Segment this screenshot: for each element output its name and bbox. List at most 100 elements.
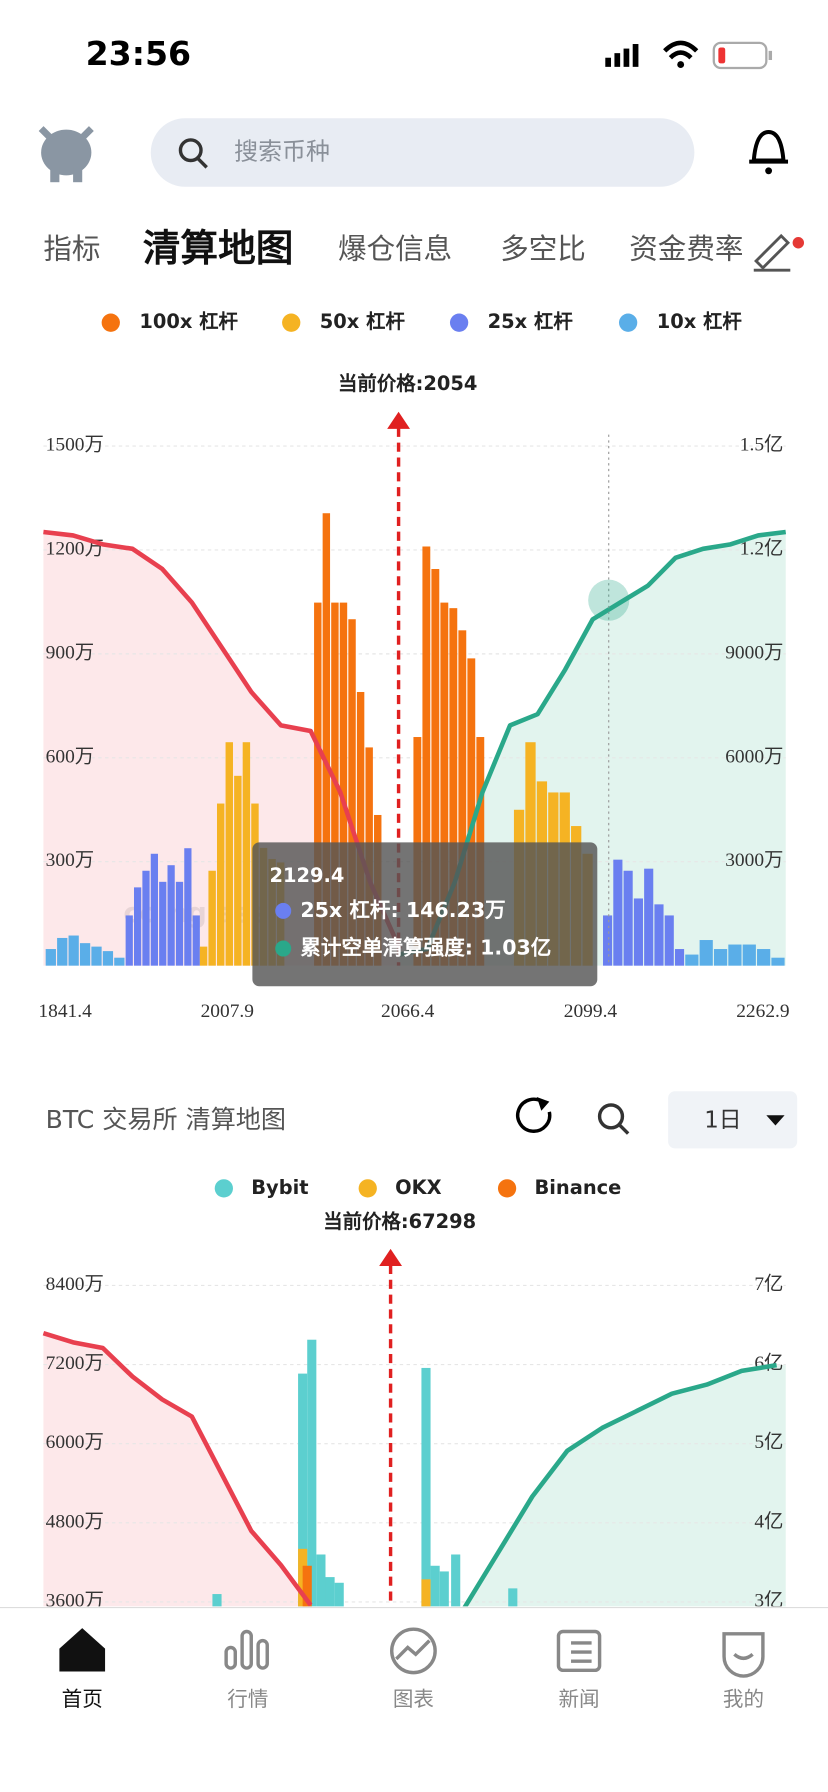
price-arrow [379, 1248, 403, 1267]
bar [613, 859, 623, 966]
bar [757, 949, 771, 966]
bar [334, 1582, 344, 1607]
current-price: 当前价格:67298 [323, 1210, 476, 1233]
bar [175, 881, 184, 966]
bar [449, 608, 458, 966]
bar [421, 1579, 431, 1607]
nav-icons [59, 1627, 765, 1678]
tab[interactable]: 多空比 [500, 232, 586, 266]
chart-2-plot: 3600万 4800万 6000万 7200万 8400万 3亿 4亿 5亿 6亿 7亿 [42, 1248, 786, 1611]
y2-tick-label: 9000万 [725, 642, 783, 663]
y-tick-label: 3600万 [46, 1590, 104, 1611]
bar [298, 1373, 308, 1607]
y2-tick-label: 6000万 [725, 746, 783, 767]
section-title: BTC 交易所 清算地图 [46, 1105, 286, 1134]
nav-label[interactable]: 图表 [393, 1687, 434, 1711]
chart-2: Bybit OKX Binance 当前价格:67298 3600万 4800万 6000万… [42, 1176, 786, 1611]
bar [142, 870, 150, 966]
bar [307, 1339, 317, 1607]
legend-marker [497, 1179, 517, 1198]
bar [314, 602, 322, 966]
bar [325, 1577, 335, 1607]
bar [57, 937, 68, 966]
search-icon [178, 138, 203, 163]
nav-label[interactable]: 行情 [227, 1687, 268, 1711]
tooltip-line: 累计空单清算强度: 1.03亿 [300, 936, 551, 960]
bar [431, 569, 440, 966]
y2-tick-label: 3亿 [754, 1589, 783, 1611]
bar [430, 1565, 440, 1607]
status-icons [605, 40, 773, 70]
y-tick-label: 1500万 [46, 434, 104, 455]
bar [134, 887, 142, 966]
bar [633, 898, 643, 966]
nav-bar [0, 1607, 828, 1792]
bar [322, 513, 331, 966]
nav-label[interactable]: 新闻 [558, 1687, 599, 1711]
bar [184, 848, 192, 966]
logo[interactable] [38, 126, 94, 183]
curve-line [43, 529, 402, 950]
bar [167, 865, 175, 966]
curve-area [43, 1333, 311, 1607]
bar [242, 742, 251, 966]
bar [439, 1571, 449, 1607]
status-time: 23:56 [86, 34, 191, 73]
bar [664, 915, 674, 966]
tooltip-marker [275, 902, 292, 919]
bar [208, 870, 216, 966]
period-dropdown[interactable] [668, 1091, 798, 1149]
x-tick-label: 1841.4 [38, 1001, 92, 1022]
y2-tick-label: 3000万 [725, 850, 783, 871]
bar [508, 1588, 518, 1607]
bar [212, 1594, 222, 1607]
y2-tick-label: 1.2亿 [740, 537, 784, 559]
bar [713, 949, 728, 966]
tab[interactable]: 清算地图 [143, 226, 294, 270]
bell-icon[interactable] [749, 129, 789, 175]
curve-line [462, 1362, 777, 1607]
bar [150, 853, 158, 966]
period-label: 1日 [704, 1107, 741, 1133]
legend-label: 25x 杠杆 [488, 310, 574, 333]
y-tick-label: 1200万 [46, 538, 104, 559]
bar [45, 949, 56, 966]
tab[interactable]: 资金费率 [629, 232, 743, 266]
bar [302, 1565, 312, 1607]
tooltip-title: 2129.4 [270, 864, 345, 887]
bar [159, 881, 167, 966]
search-icon-2[interactable] [597, 1103, 630, 1135]
y2-tick-label: 4亿 [754, 1510, 783, 1532]
search-box[interactable] [150, 118, 695, 187]
bar [102, 951, 114, 966]
bar [603, 915, 613, 966]
y-tick-label: 900万 [46, 642, 95, 663]
bar [644, 868, 654, 966]
bar [339, 602, 348, 966]
refresh-icon[interactable] [516, 1097, 552, 1133]
curve-line [42, 1331, 313, 1607]
bar [125, 915, 133, 966]
y2-tick-label: 5亿 [754, 1431, 783, 1453]
nav-label[interactable]: 首页 [62, 1687, 103, 1711]
bar [440, 602, 449, 966]
bar [674, 949, 685, 966]
y2-tick-label: 6亿 [754, 1352, 783, 1374]
legend-marker [449, 313, 469, 332]
y-tick-label: 600万 [46, 746, 95, 767]
legend-label: Bybit [251, 1176, 308, 1199]
bar [298, 1548, 308, 1607]
tab[interactable]: 指标 [43, 232, 100, 266]
bar [422, 546, 431, 966]
nav-label[interactable]: 我的 [723, 1687, 764, 1711]
bar [348, 619, 356, 966]
bar [192, 915, 200, 966]
edit-icon[interactable] [753, 233, 805, 272]
bar [199, 946, 208, 966]
tab-bar: 指标 清算地图 爆仓信息 多空比 资金费率 [43, 226, 743, 270]
legend-marker [214, 1179, 233, 1198]
tab[interactable]: 爆仓信息 [338, 232, 452, 266]
x-tick-label: 2066.4 [381, 1001, 435, 1022]
legend-label: Binance [534, 1176, 621, 1199]
